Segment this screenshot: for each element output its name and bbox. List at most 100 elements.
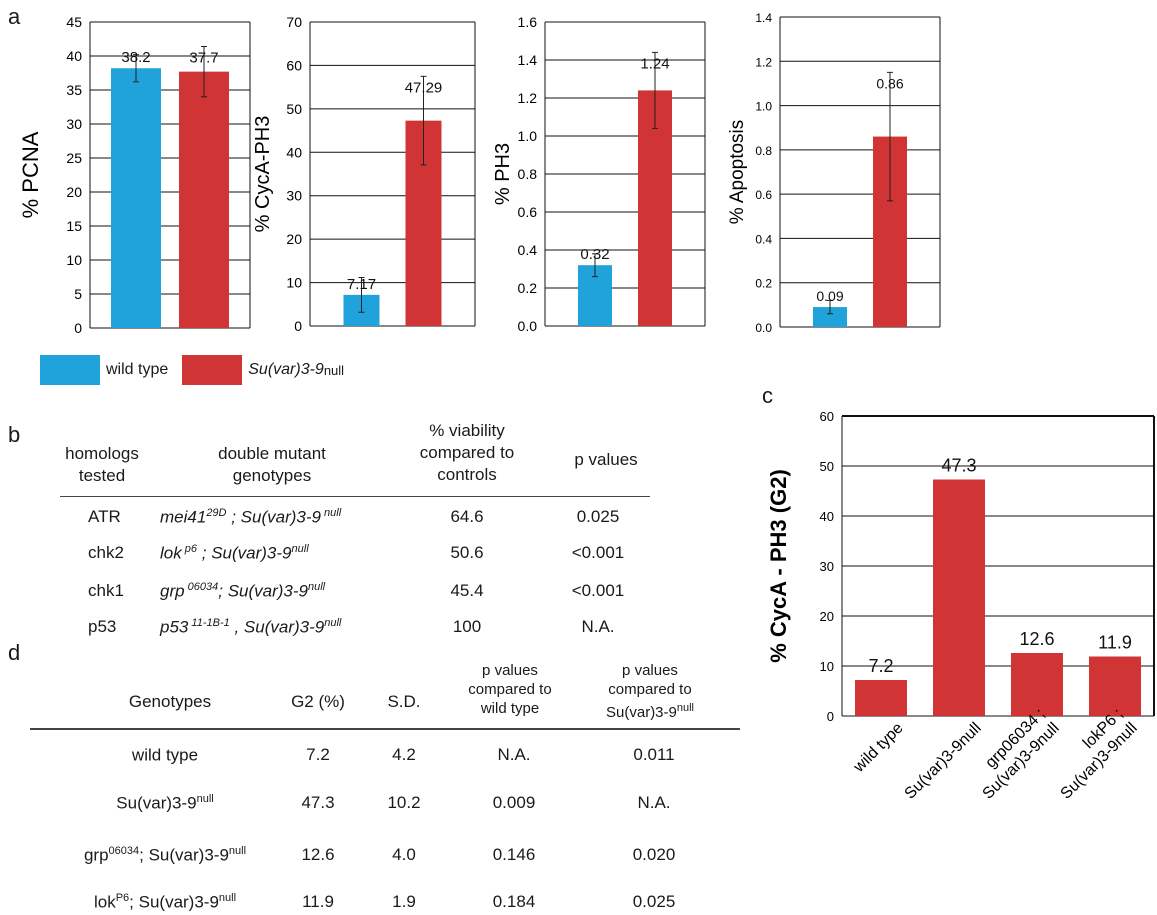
allele: 06034 — [184, 581, 219, 593]
base-gene: Su(var)3-9 — [211, 543, 292, 563]
header-line: wild type — [480, 700, 540, 717]
gene-name: lok — [160, 543, 182, 563]
y-axis-label: % PCNA — [20, 131, 43, 218]
y-tick-label: 5 — [74, 286, 82, 302]
x-tick-label: grp06034 ;Su(var)3-9null — [980, 705, 1063, 802]
table-d-header-sd: S.D. — [387, 692, 421, 711]
y-tick-label: 15 — [66, 218, 82, 234]
data-label: 38.2 — [121, 49, 150, 66]
g2-cell: 47.3 — [301, 793, 335, 812]
allele: 11-1B-1 — [188, 617, 230, 629]
table-b-header-genotypes: double mutant genotypes — [218, 443, 326, 487]
header-line: compared to — [608, 681, 692, 698]
y-tick-label: 60 — [820, 409, 834, 424]
y-tick-label: 0 — [74, 320, 82, 336]
header-line: p values — [622, 662, 678, 679]
homolog-cell: chk2 — [88, 543, 124, 562]
table-d-header-g2: G2 (%) — [291, 692, 345, 711]
g2-cell: 12.6 — [301, 845, 335, 864]
base-sup: null — [218, 892, 237, 904]
separator: ; — [218, 581, 228, 601]
viability-cell: 45.4 — [450, 581, 484, 600]
y-tick-label: 0 — [827, 709, 834, 724]
y-axis-label: % CycA - PH3 (G2) — [766, 469, 791, 663]
y-tick-label: 1.0 — [518, 128, 538, 144]
header-line: genotypes — [232, 466, 312, 485]
viability-cell: 50.6 — [450, 543, 484, 562]
gene-name: mei41 — [160, 507, 207, 527]
cyca-ph3-chart: 0 10 20 30 40 50 60 70 % CycA-PH3 7.17 47.29 — [255, 14, 476, 334]
p-value-cell: <0.001 — [571, 543, 625, 562]
y-tick-label: 50 — [820, 459, 834, 474]
data-label: 7.2 — [868, 656, 893, 676]
table-d-header-p-null: p values compared to Su(var)3-9null — [606, 661, 694, 722]
bar — [179, 71, 229, 328]
legend-label-null: Su(var)3-9 — [248, 361, 324, 378]
y-tick-label: 20 — [66, 184, 82, 200]
table-b-header-viability: % viability compared to controls — [420, 420, 515, 486]
data-label: 37.7 — [189, 49, 218, 66]
g2-chart: 0 10 20 30 40 50 60 % CycA - PH3 (G2) 7.2 wild ty… — [766, 409, 1155, 803]
y-tick-label: 0.0 — [518, 318, 538, 334]
y-tick-label: 45 — [66, 14, 82, 30]
p-value-cell: 0.025 — [576, 507, 620, 526]
data-label: 0.09 — [816, 288, 843, 304]
legend-swatch-wild-type — [40, 355, 100, 385]
legend-item-wild-type: wild type — [40, 355, 168, 385]
genotype-cell: grp 06034; Su(var)3-9null — [160, 581, 325, 602]
genotype-cell: lok p6 ; Su(var)3-9null — [160, 543, 309, 564]
base-gene: Su(var)3-9 — [116, 793, 197, 813]
y-tick-label: 1.4 — [518, 52, 538, 68]
base-gene: Su(var)3-9 — [240, 507, 321, 527]
y-axis-label: % CycA-PH3 — [255, 116, 274, 233]
data-label: 7.17 — [347, 276, 376, 293]
y-tick-label: 1.0 — [755, 100, 772, 114]
sd-cell: 10.2 — [387, 793, 421, 812]
g2-cell: 11.9 — [302, 892, 334, 911]
genotype-cell: wild type — [132, 745, 198, 766]
header-line: tested — [78, 466, 126, 485]
y-axis-label: % Apoptosis — [727, 120, 748, 225]
pre-gene: grp — [83, 845, 109, 865]
table-b-header-p: p values — [574, 450, 638, 469]
base-gene: wild type — [131, 745, 199, 765]
header-line: p values — [482, 662, 538, 679]
y-tick-label: 10 — [66, 252, 82, 268]
y-tick-label: 40 — [286, 144, 302, 160]
sd-cell: 4.2 — [392, 745, 416, 764]
gene-name: p53 — [160, 617, 189, 637]
y-tick-label: 10 — [286, 275, 302, 291]
y-tick-label: 20 — [820, 609, 834, 624]
pre-gene: lok — [93, 892, 116, 912]
legend-swatch-null — [182, 355, 243, 385]
y-tick-label: 0.4 — [755, 232, 772, 246]
p-null-cell: 0.025 — [632, 892, 676, 911]
table-d-rule — [30, 728, 740, 730]
data-label: 47.29 — [405, 79, 443, 96]
p-value-cell: <0.001 — [571, 581, 625, 600]
viability-cell: 100 — [452, 617, 482, 636]
x-tick-line: Su(var)3-9null — [902, 720, 985, 803]
base-gene: Su(var)3-9 — [243, 617, 325, 637]
y-tick-label: 30 — [286, 188, 302, 204]
viability-cell: 64.6 — [450, 507, 484, 526]
y-tick-label: 1.6 — [518, 14, 538, 30]
base-gene: ; Su(var)3-9 — [139, 845, 229, 865]
pcna-chart: 0 5 10 15 20 25 30 35 40 45 % PCNA 38.2 37.7 — [20, 14, 251, 336]
y-tick-label: 0.8 — [518, 166, 538, 182]
y-tick-label: 70 — [286, 14, 302, 30]
y-tick-label: 0.4 — [518, 242, 538, 258]
pre-allele: P6 — [115, 892, 130, 904]
y-tick-label: 40 — [66, 48, 82, 64]
x-tick-line: wild type — [850, 720, 907, 777]
panel-label-b: b — [8, 422, 21, 447]
header-line: Su(var)3-9 — [606, 704, 677, 721]
base-gene: Su(var)3-9 — [227, 581, 308, 601]
y-axis-label: % PH3 — [495, 143, 514, 205]
y-tick-label: 1.4 — [755, 11, 772, 25]
homolog-cell: p53 — [88, 617, 117, 636]
legend-item-null: Su(var)3-9 null — [182, 355, 344, 385]
table-d: Genotypes G2 (%) S.D. p values compared … — [30, 661, 740, 913]
genotype-cell: lokP6; Su(var)3-9null — [94, 892, 236, 913]
y-tick-label: 0.8 — [755, 144, 772, 158]
